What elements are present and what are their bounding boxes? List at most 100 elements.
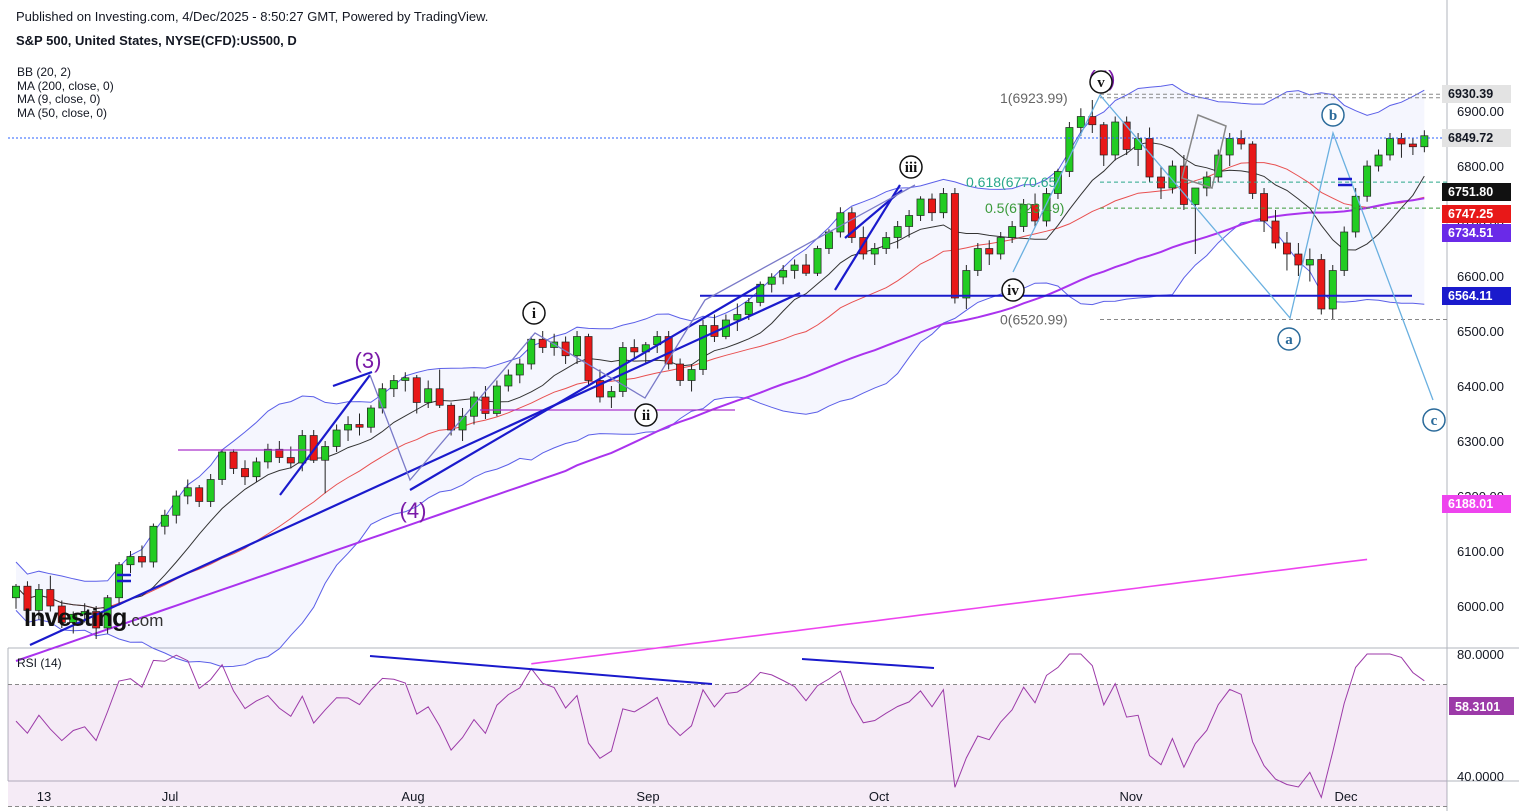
candle xyxy=(1260,188,1268,232)
rsi-band xyxy=(8,684,1447,807)
candle-body xyxy=(23,585,32,611)
candle-body xyxy=(229,451,238,469)
candle xyxy=(836,207,845,238)
candle-body xyxy=(1363,165,1372,197)
fib-level-label: 0.5(6723.49) xyxy=(985,200,1064,216)
candle-body xyxy=(367,407,375,428)
candle xyxy=(733,303,742,331)
candle xyxy=(893,221,902,249)
candle-body xyxy=(1065,127,1074,172)
x-tick-label: 13 xyxy=(37,789,51,804)
candle-body xyxy=(676,363,685,381)
wave-label-text: (3) xyxy=(355,348,382,373)
indicator-ma50: MA (50, close, 0) xyxy=(17,105,108,120)
candle xyxy=(12,584,20,609)
rsi-last-value-label: 58.3101 xyxy=(1449,697,1514,715)
candle-body xyxy=(790,264,799,271)
price-label: 6930.39 xyxy=(1442,85,1511,103)
price-label: 6564.11 xyxy=(1442,287,1511,305)
wave-label-text: (4) xyxy=(400,498,427,523)
x-tick-label: Oct xyxy=(869,789,890,804)
candle-body xyxy=(950,193,959,299)
candle xyxy=(138,545,146,568)
candle-body xyxy=(12,585,20,599)
candle xyxy=(1008,221,1017,243)
candle-body xyxy=(607,391,616,398)
trendline xyxy=(29,291,801,647)
candle xyxy=(344,416,353,441)
candle-body xyxy=(813,248,822,274)
wave-label-b: b xyxy=(1321,103,1345,127)
candle-body xyxy=(160,514,169,527)
candle xyxy=(1294,243,1303,276)
candle-body xyxy=(80,611,89,615)
price-label: 6188.01 xyxy=(1442,495,1511,513)
candle-body xyxy=(618,347,627,392)
candle xyxy=(939,188,948,219)
candle-body xyxy=(149,525,158,563)
candle-body xyxy=(538,338,547,348)
candle-body xyxy=(424,388,433,403)
candle-body xyxy=(1317,259,1326,310)
candle xyxy=(996,232,1005,260)
wave-label-circle xyxy=(899,155,923,179)
wave-label-text: a xyxy=(1285,332,1293,348)
candle xyxy=(275,441,284,463)
wave-label-3: (3) xyxy=(355,348,382,373)
candle-body xyxy=(905,215,914,227)
candle xyxy=(870,243,879,265)
candle xyxy=(1053,168,1062,199)
candle-body xyxy=(1351,195,1360,233)
candle xyxy=(1305,248,1314,282)
candle xyxy=(618,342,627,397)
candle-body xyxy=(470,396,478,417)
indicator-bb: BB (20, 2) xyxy=(17,65,72,79)
candle xyxy=(1076,108,1085,136)
wave-label-circle xyxy=(522,301,546,325)
wave-path xyxy=(369,184,916,482)
wave-label-ii: ii xyxy=(634,403,658,427)
candle-body xyxy=(630,347,639,353)
candle-body xyxy=(996,237,1005,255)
candle-body xyxy=(1168,165,1177,189)
candle-body xyxy=(481,396,490,414)
candle xyxy=(916,196,925,221)
candle xyxy=(160,509,169,535)
candle-body xyxy=(206,479,215,502)
rsi-tick-label: 40.0000 xyxy=(1457,769,1504,784)
candle xyxy=(1340,226,1349,276)
candle xyxy=(309,430,318,463)
candle xyxy=(767,273,776,293)
candle xyxy=(115,562,123,604)
candle-body xyxy=(92,611,101,629)
candle xyxy=(699,320,707,375)
candle xyxy=(527,336,536,370)
ma200-line xyxy=(531,558,1368,665)
candle-body xyxy=(195,487,204,502)
candle-body xyxy=(69,613,78,623)
wave-label-circle xyxy=(1422,408,1446,432)
candle xyxy=(92,606,101,639)
candle xyxy=(790,259,799,279)
candle-body xyxy=(1305,259,1314,266)
candle xyxy=(46,575,55,612)
wave-label-text: v xyxy=(1097,75,1105,91)
candle-body xyxy=(57,605,66,623)
candle-body xyxy=(584,336,593,381)
candle-body xyxy=(1019,204,1028,227)
candle-body xyxy=(412,377,421,403)
candle-body xyxy=(103,597,112,629)
candle xyxy=(1363,160,1372,202)
candle xyxy=(1420,130,1429,153)
candle-body xyxy=(401,377,410,381)
candle-body xyxy=(756,283,765,303)
candle-body xyxy=(1420,135,1429,148)
candle-body xyxy=(218,451,227,480)
wave-label-text: c xyxy=(1431,413,1438,429)
candle xyxy=(252,457,261,483)
candle xyxy=(802,254,811,276)
candle xyxy=(1065,122,1074,177)
candle-body xyxy=(595,380,604,398)
candle xyxy=(1042,188,1051,227)
